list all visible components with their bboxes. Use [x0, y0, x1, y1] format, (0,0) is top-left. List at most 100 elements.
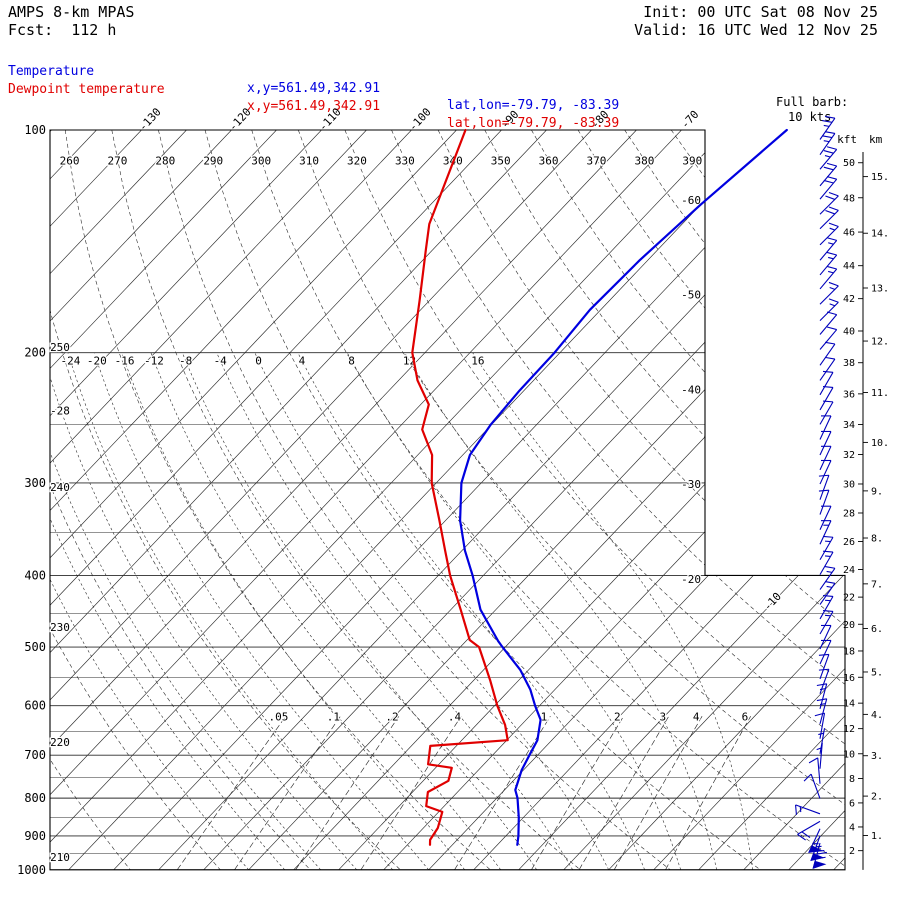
isotherm-lines — [50, 130, 845, 870]
svg-text:12.: 12. — [871, 337, 889, 348]
svg-text:370: 370 — [587, 155, 607, 168]
svg-text:44: 44 — [843, 261, 855, 272]
svg-text:24: 24 — [843, 565, 855, 576]
svg-text:300: 300 — [24, 476, 46, 490]
svg-text:8.: 8. — [871, 534, 883, 545]
svg-text:14.: 14. — [871, 229, 889, 240]
svg-text:230: 230 — [50, 621, 70, 634]
svg-text:-70: -70 — [678, 108, 701, 131]
svg-text:290: 290 — [203, 155, 223, 168]
svg-text:48: 48 — [843, 193, 855, 204]
svg-text:14: 14 — [843, 699, 855, 710]
svg-text:10: 10 — [843, 749, 855, 760]
svg-text:240: 240 — [50, 481, 70, 494]
legend-dewpoint-label: Dewpoint temperature — [8, 82, 165, 97]
forecast-hour: Fcst: 112 h — [8, 21, 117, 39]
svg-text:40: 40 — [843, 326, 855, 337]
svg-text:10.: 10. — [871, 438, 889, 449]
height-axis-ticks — [858, 162, 868, 852]
legend-dewpoint-xy: x,y=561.49,342.91 — [247, 99, 381, 114]
svg-text:4: 4 — [693, 710, 700, 723]
svg-text:270: 270 — [108, 155, 128, 168]
svg-text:.4: .4 — [448, 710, 462, 723]
svg-text:4.: 4. — [871, 710, 883, 721]
svg-text:320: 320 — [347, 155, 367, 168]
svg-text:.1: .1 — [327, 710, 340, 723]
svg-text:200: 200 — [24, 346, 46, 360]
svg-text:1.: 1. — [871, 831, 883, 842]
init-time: Init: 00 UTC Sat 08 Nov 25 — [643, 3, 878, 21]
svg-text:7.: 7. — [871, 579, 883, 590]
legend-temperature-xy: x,y=561.49,342.91 — [247, 81, 381, 96]
svg-text:.2: .2 — [385, 710, 398, 723]
svg-text:700: 700 — [24, 748, 46, 762]
svg-text:330: 330 — [395, 155, 415, 168]
model-title: AMPS 8-km MPAS — [8, 3, 135, 21]
svg-text:-28: -28 — [50, 404, 70, 417]
svg-text:9.: 9. — [871, 486, 883, 497]
svg-text:6.: 6. — [871, 624, 883, 635]
svg-text:.05: .05 — [269, 710, 289, 723]
svg-text:34: 34 — [843, 420, 855, 431]
legend-temperature-latlon: lat,lon=-79.79, -83.39 — [447, 98, 620, 113]
svg-text:38: 38 — [843, 358, 855, 369]
svg-text:50: 50 — [843, 158, 855, 169]
svg-text:900: 900 — [24, 829, 46, 843]
svg-text:260: 260 — [60, 155, 80, 168]
chart-background — [50, 130, 845, 870]
svg-text:2: 2 — [614, 710, 621, 723]
plot-frame — [49, 129, 846, 871]
dry-adiabat-lines — [50, 130, 845, 870]
svg-text:46: 46 — [843, 228, 855, 239]
svg-text:16: 16 — [471, 355, 484, 368]
svg-text:400: 400 — [24, 568, 46, 582]
mixing-ratio-lines — [176, 716, 751, 870]
svg-text:250: 250 — [50, 341, 70, 354]
svg-text:13.: 13. — [871, 283, 889, 294]
svg-text:12: 12 — [843, 724, 855, 735]
barb-scale-value: 10 kts — [788, 110, 832, 124]
wind-barbs — [795, 115, 839, 869]
svg-text:100: 100 — [24, 123, 46, 137]
svg-text:-16: -16 — [115, 355, 135, 368]
svg-text:350: 350 — [491, 155, 511, 168]
svg-text:310: 310 — [299, 155, 319, 168]
svg-text:300: 300 — [251, 155, 271, 168]
svg-text:-20: -20 — [681, 573, 701, 586]
svg-text:3.: 3. — [871, 751, 883, 762]
svg-text:15.: 15. — [871, 172, 889, 183]
sounding-traces — [411, 128, 788, 846]
svg-text:28: 28 — [843, 508, 855, 519]
svg-text:km: km — [869, 133, 883, 146]
svg-text:360: 360 — [539, 155, 559, 168]
svg-text:22: 22 — [843, 593, 855, 604]
svg-text:kft: kft — [837, 133, 857, 146]
svg-text:-10: -10 — [761, 590, 784, 613]
svg-text:42: 42 — [843, 294, 855, 305]
svg-text:600: 600 — [24, 699, 46, 713]
svg-text:36: 36 — [843, 389, 855, 400]
valid-time: Valid: 16 UTC Wed 12 Nov 25 — [634, 21, 878, 39]
svg-text:2.: 2. — [871, 792, 883, 803]
dewpoint-trace — [411, 128, 509, 846]
svg-text:-30: -30 — [681, 478, 701, 491]
svg-text:380: 380 — [634, 155, 654, 168]
svg-text:16: 16 — [843, 673, 855, 684]
svg-text:4: 4 — [299, 355, 306, 368]
svg-text:-80: -80 — [588, 108, 611, 131]
svg-text:390: 390 — [682, 155, 702, 168]
svg-text:-50: -50 — [681, 289, 701, 302]
svg-text:26: 26 — [843, 537, 855, 548]
svg-text:20: 20 — [843, 620, 855, 631]
svg-text:220: 220 — [50, 736, 70, 749]
svg-text:-4: -4 — [214, 355, 228, 368]
svg-text:-90: -90 — [498, 108, 521, 131]
temperature-trace — [459, 128, 788, 846]
svg-text:18: 18 — [843, 646, 855, 657]
svg-text:30: 30 — [843, 479, 855, 490]
pressure-gridlines — [50, 130, 845, 870]
legend-dewpoint-latlon: lat,lon=-79.79, -83.39 — [447, 116, 620, 131]
svg-text:11.: 11. — [871, 388, 889, 399]
